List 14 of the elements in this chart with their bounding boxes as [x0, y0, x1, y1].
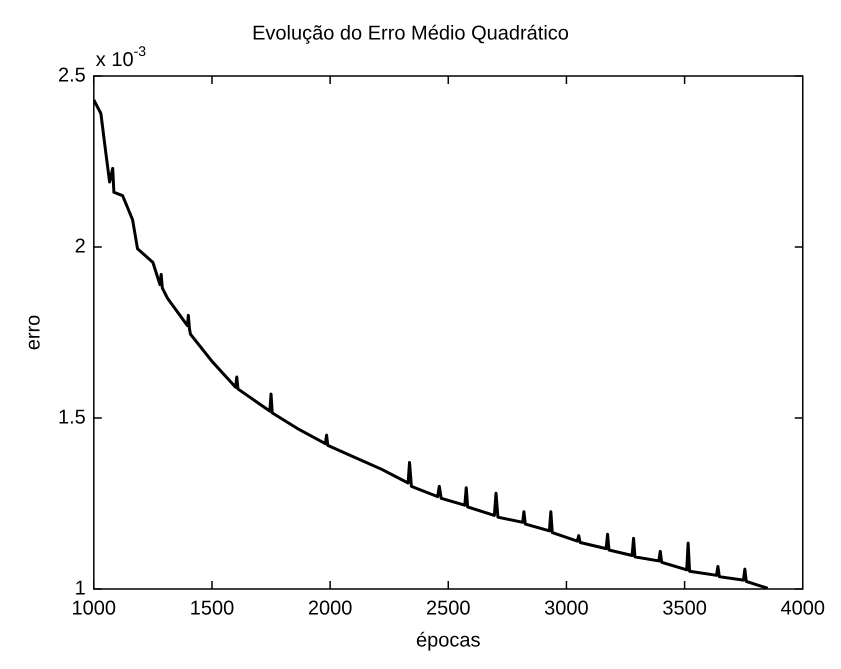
x-tick-label: 2500 — [426, 598, 471, 620]
x-tick-label: 1500 — [190, 598, 234, 620]
x-tick-label: 3000 — [544, 598, 589, 620]
y-axis-title: erro — [22, 314, 45, 350]
y-tick-label: 1.5 — [58, 406, 86, 429]
chart-title: Evolução do Erro Médio Quadrático — [252, 22, 569, 45]
y-tick-label: 2 — [74, 236, 86, 258]
x-axis-title: épocas — [416, 630, 481, 652]
x-tick-label: 3500 — [662, 598, 707, 620]
y-tick-label: 2.5 — [58, 64, 86, 87]
y-tick-label: 1 — [74, 578, 86, 600]
x-tick-label: 4000 — [780, 598, 826, 620]
x-tick-label: 1000 — [72, 598, 116, 620]
x-tick-label: 2000 — [308, 598, 352, 620]
